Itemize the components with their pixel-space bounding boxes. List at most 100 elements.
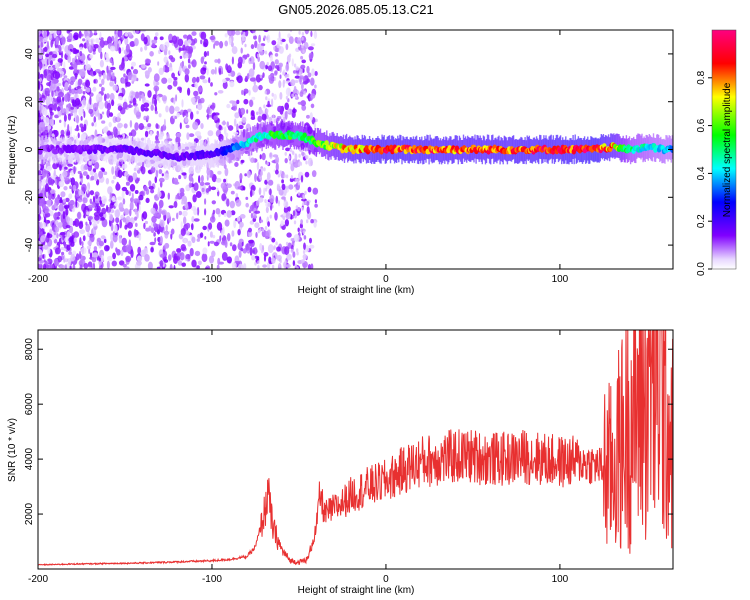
heatmap-noise-cell (41, 94, 45, 99)
heatmap-noise-cell (254, 222, 260, 229)
heatmap-noise-cell (165, 105, 169, 113)
heatmap-noise-cell (279, 259, 282, 264)
heatmap-noise-cell (302, 258, 305, 263)
heatmap-noise-cell (192, 194, 197, 203)
heatmap-noise-cell (150, 247, 154, 253)
heatmap-noise-cell (86, 211, 90, 216)
heatmap-noise-cell (109, 45, 116, 52)
heatmap-noise-cell (303, 242, 306, 250)
heatmap-noise-cell (256, 256, 260, 261)
heatmap-noise-cell (155, 32, 159, 37)
heatmap-noise-cell (99, 83, 102, 88)
heatmap-noise-cell (54, 71, 61, 80)
heatmap-noise-cell (38, 80, 41, 89)
heatmap-noise-cell (58, 52, 62, 56)
heatmap-ridge-halo (523, 140, 525, 164)
heatmap-noise-cell (289, 160, 292, 165)
heatmap-noise-cell (259, 74, 263, 79)
heatmap-noise-cell (85, 87, 91, 93)
heatmap-noise-cell (261, 249, 264, 254)
heatmap-noise-cell (64, 93, 69, 103)
heatmap-noise-cell (268, 76, 274, 84)
heatmap-noise-cell (93, 79, 96, 84)
heatmap-ridge-halo (316, 127, 319, 152)
heatmap-noise-cell (204, 236, 207, 240)
heatmap-noise-cell (153, 232, 156, 237)
heatmap-noise-cell (178, 65, 182, 75)
heatmap-noise-cell (176, 132, 182, 138)
heatmap-ridge-cell (85, 144, 91, 151)
heatmap-noise-cell (273, 46, 276, 51)
heatmap-noise-cell (84, 30, 88, 37)
heatmap-noise-cell (144, 70, 151, 76)
heatmap-noise-cell (266, 161, 269, 166)
heatmap-noise-cell (304, 190, 307, 195)
heatmap-noise-cell (92, 86, 97, 92)
heatmap-noise-cell (110, 240, 114, 249)
heatmap-noise-cell (301, 82, 304, 90)
heatmap-noise-cell (188, 64, 191, 69)
heatmap-noise-cell (261, 110, 264, 115)
heatmap-noise-cell (67, 55, 72, 63)
heatmap-noise-cell (298, 30, 301, 35)
heatmap-ridge-halo (607, 134, 610, 159)
heatmap-noise-cell (302, 250, 306, 254)
heatmap-noise-cell (57, 222, 63, 228)
heatmap-noise-cell (224, 219, 230, 227)
heatmap-noise-cell (195, 191, 202, 198)
heatmap-noise-cell (81, 33, 84, 37)
heatmap-noise-cell (118, 47, 122, 54)
heatmap-noise-cell (105, 177, 110, 185)
heatmap-noise-cell (249, 77, 256, 82)
heatmap-noise-cell (254, 261, 257, 266)
heatmap-noise-cell (155, 123, 159, 129)
heatmap-noise-cell (97, 45, 102, 53)
heatmap-noise-cell (72, 106, 78, 115)
heatmap-noise-cell (98, 240, 104, 247)
heatmap-noise-cell (45, 53, 50, 58)
x-tick-label: -200 (28, 574, 48, 585)
heatmap-noise-cell (264, 90, 267, 95)
heatmap-noise-cell (277, 37, 283, 41)
heatmap-noise-cell (47, 125, 52, 130)
heatmap-noise-cell (267, 100, 270, 108)
heatmap-noise-cell (234, 112, 240, 119)
heatmap-noise-cell (257, 260, 260, 265)
heatmap-noise-cell (209, 35, 216, 41)
heatmap-noise-cell (81, 183, 87, 192)
heatmap-noise-cell (261, 152, 266, 161)
heatmap-noise-cell (210, 69, 216, 75)
heatmap-noise-cell (291, 93, 294, 98)
heatmap-noise-cell (242, 186, 246, 191)
heatmap-noise-cell (279, 74, 282, 79)
heatmap-noise-cell (147, 261, 153, 269)
heatmap-noise-cell (313, 122, 317, 129)
heatmap-noise-cell (73, 237, 77, 243)
heatmap-noise-cell (297, 207, 301, 212)
heatmap-noise-cell (281, 183, 286, 191)
heatmap-noise-cell (289, 30, 293, 33)
heatmap-noise-cell (308, 157, 313, 167)
heatmap-noise-cell (185, 124, 190, 129)
heatmap-noise-cell (285, 95, 289, 100)
heatmap-noise-cell (304, 200, 307, 205)
heatmap-noise-cell (64, 264, 67, 269)
heatmap-noise-cell (88, 266, 91, 269)
heatmap-noise-cell (229, 200, 235, 209)
heatmap-noise-cell (284, 74, 288, 79)
heatmap-noise-cell (208, 77, 211, 84)
heatmap-noise-cell (129, 184, 136, 192)
heatmap-noise-cell (248, 68, 255, 77)
heatmap-noise-cell (112, 84, 119, 91)
heatmap-noise-cell (135, 30, 139, 35)
heatmap-noise-cell (133, 198, 140, 202)
heatmap-noise-cell (56, 106, 61, 112)
heatmap-noise-cell (122, 133, 125, 139)
heatmap-noise-cell (89, 252, 93, 259)
heatmap-noise-cell (135, 222, 138, 227)
heatmap-noise-cell (99, 31, 102, 39)
heatmap-noise-cell (46, 190, 49, 198)
heatmap-noise-cell (100, 217, 105, 221)
snr-frame (37, 329, 674, 570)
heatmap-noise-cell (67, 258, 71, 266)
